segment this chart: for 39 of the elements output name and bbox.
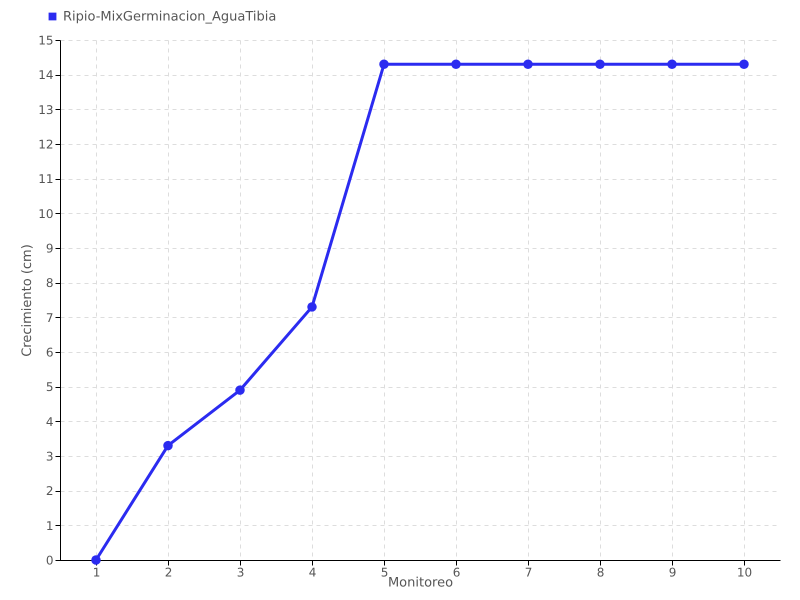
y-axis-title: Crecimiento (cm) — [20, 244, 36, 357]
x-tick-label: 10 — [736, 566, 752, 580]
y-tick-label: 13 — [38, 102, 54, 117]
x-tick-label: 7 — [524, 566, 532, 580]
x-tick-label: 4 — [308, 566, 316, 580]
x-axis-title: Monitoreo — [388, 576, 454, 590]
x-tick-label: 6 — [452, 566, 460, 580]
point — [739, 60, 749, 69]
y-tick-label: 12 — [38, 138, 54, 152]
x-tick-label: 9 — [668, 566, 676, 580]
y-tick-label: 3 — [46, 450, 54, 464]
point — [667, 60, 677, 69]
y-tick-label: 2 — [46, 484, 54, 498]
point — [163, 440, 173, 450]
x-tick-label: 8 — [596, 566, 604, 580]
point — [91, 555, 101, 565]
x-tick-label: 3 — [236, 566, 244, 580]
y-tick-label: 8 — [46, 276, 54, 290]
point — [595, 60, 605, 69]
point — [523, 60, 533, 69]
x-tick-label: 2 — [164, 566, 172, 580]
x-tick-label: 5 — [380, 566, 388, 580]
y-tick-label: 9 — [46, 242, 54, 256]
y-tick-label: 11 — [38, 172, 54, 186]
y-tick-label: 6 — [46, 346, 54, 360]
point — [307, 302, 317, 312]
y-tick-label: 15 — [38, 34, 54, 48]
x-tick-label: 1 — [92, 566, 100, 580]
point — [379, 60, 389, 69]
y-tick-label: 10 — [38, 206, 54, 221]
y-tick-label: 1 — [46, 518, 54, 533]
y-tick-label: 0 — [46, 554, 54, 568]
point — [235, 385, 245, 395]
y-tick-label: 4 — [46, 414, 54, 429]
point — [451, 60, 461, 69]
legend-label: Ripio-MixGerminacion_AguaTibia — [63, 10, 276, 24]
y-tick-label: 7 — [46, 310, 54, 325]
y-tick-label: 14 — [38, 68, 54, 82]
y-tick-label: 5 — [46, 380, 54, 394]
